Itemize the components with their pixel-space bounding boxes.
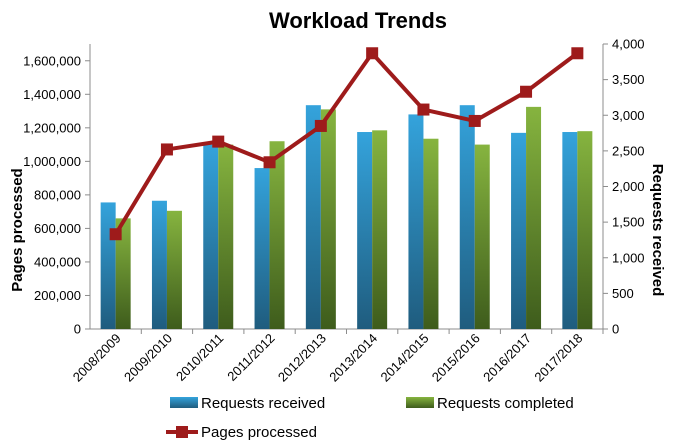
x-tick-label: 2011/2012 [224, 331, 277, 384]
bar-requests-received [357, 132, 373, 329]
point-pages-processed [520, 85, 533, 98]
left-tick-label: 0 [74, 322, 81, 337]
line-group [109, 47, 584, 241]
legend-swatch-requests-completed [406, 397, 434, 408]
legend-swatch-requests-received [170, 397, 198, 408]
x-tick-label: 2013/2014 [326, 331, 380, 385]
bar-requests-received [203, 144, 219, 329]
bars-group [100, 105, 593, 329]
bar-requests-received [459, 105, 475, 329]
bar-requests-completed [526, 106, 542, 329]
right-tick-label: 3,500 [612, 72, 645, 87]
bar-requests-completed [372, 130, 388, 329]
bar-requests-received [254, 168, 270, 329]
left-tick-label: 800,000 [34, 187, 81, 202]
bar-requests-completed [269, 141, 285, 329]
left-tick-label: 200,000 [34, 288, 81, 303]
x-tick-labels: 2008/20092009/20102010/20112011/20122012… [70, 331, 586, 385]
bar-requests-completed [166, 210, 182, 329]
right-tick-label: 3,000 [612, 108, 645, 123]
bar-requests-completed [577, 131, 593, 329]
x-tick-label: 2014/2015 [378, 331, 432, 385]
point-pages-processed [468, 114, 481, 127]
right-tick-label: 2,500 [612, 143, 645, 158]
left-tick-label: 1,200,000 [23, 120, 81, 135]
right-tick-label: 1,500 [612, 215, 645, 230]
chart-title: Workload Trends [269, 8, 447, 33]
bar-requests-received [562, 132, 578, 329]
legend-label-requests-completed: Requests completed [437, 395, 574, 412]
x-tick-label: 2010/2011 [173, 331, 226, 384]
right-tick-label: 1,000 [612, 250, 645, 265]
point-pages-processed [366, 47, 379, 60]
right-tick-label: 2,000 [612, 179, 645, 194]
bar-requests-received [511, 132, 527, 329]
point-pages-processed [160, 143, 173, 156]
x-tick-label: 2012/2013 [275, 331, 329, 385]
x-tick-label: 2008/2009 [70, 331, 124, 385]
left-axis-label: Pages processed [9, 168, 26, 291]
bar-requests-completed [474, 144, 490, 329]
point-pages-processed [571, 47, 584, 60]
left-tick-label: 600,000 [34, 221, 81, 236]
y-tick-labels: 0 200,000 400,000 600,000 800,000 1,000,000 1,… [23, 37, 644, 337]
right-axis-label: Requests received [649, 164, 666, 297]
bar-requests-completed [320, 109, 336, 329]
right-tick-label: 4,000 [612, 37, 645, 52]
x-tick-label: 2016/2017 [480, 331, 534, 385]
legend-label-requests-received: Requests received [201, 395, 325, 412]
point-pages-processed [212, 135, 225, 148]
bar-requests-received [305, 105, 321, 329]
left-tick-label: 1,400,000 [23, 87, 81, 102]
x-tick-label: 2009/2010 [121, 331, 175, 385]
right-tick-label: 500 [612, 286, 634, 301]
left-tick-label: 1,000,000 [23, 154, 81, 169]
bar-requests-received [408, 114, 424, 329]
x-tick-label: 2017/2018 [531, 331, 585, 385]
bar-requests-received [151, 200, 167, 329]
point-pages-processed [417, 103, 430, 116]
right-tick-label: 0 [612, 322, 619, 337]
point-pages-processed [314, 119, 327, 132]
bar-requests-completed [423, 138, 439, 329]
bar-requests-completed [218, 144, 234, 329]
legend-label-pages-processed: Pages processed [201, 424, 317, 441]
bar-requests-completed [115, 218, 131, 329]
legend-marker-pages-processed [176, 426, 188, 438]
point-pages-processed [263, 156, 276, 169]
point-pages-processed [109, 228, 122, 241]
left-tick-label: 400,000 [34, 254, 81, 269]
left-tick-label: 1,600,000 [23, 53, 81, 68]
bar-requests-received [100, 202, 116, 329]
legend: Requests received Requests completed Pages… [166, 395, 574, 441]
series-line-pages-processed [113, 51, 579, 236]
x-tick-label: 2015/2016 [429, 331, 483, 385]
